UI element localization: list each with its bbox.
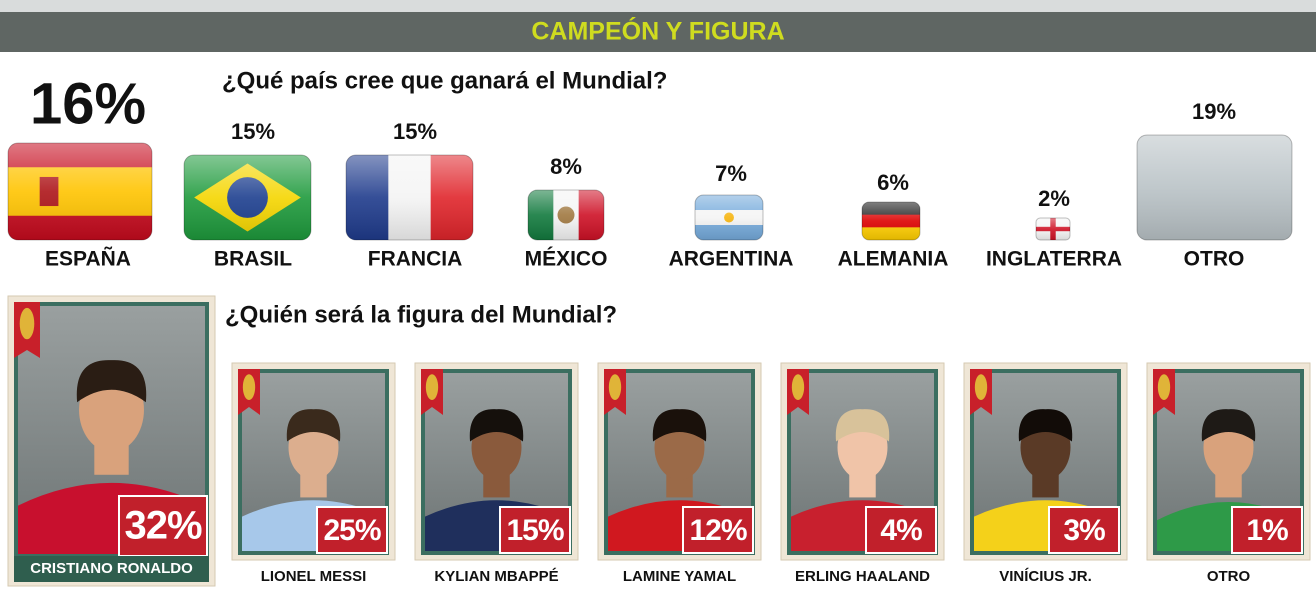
- country-percent: 6%: [877, 170, 909, 195]
- flag-gloss: [862, 202, 920, 240]
- player-name: LIONEL MESSI: [261, 568, 367, 585]
- country-percent: 19%: [1192, 99, 1236, 124]
- hair: [652, 409, 707, 442]
- flag-border: [1136, 134, 1293, 241]
- flag-border: [694, 194, 764, 241]
- player-card: 15%: [414, 362, 579, 561]
- player-percent: 25%: [323, 514, 380, 547]
- flag-gloss: [695, 195, 763, 240]
- percent-box: [682, 506, 754, 554]
- trophy: [791, 374, 805, 400]
- flag-body: [346, 155, 473, 240]
- players: 32% CRISTIANO RONALDO 25% LIONEL MESSI 15% KY…: [7, 295, 1311, 587]
- percent-box: [1231, 506, 1303, 554]
- player-percent: 32%: [124, 504, 201, 548]
- trophy: [608, 374, 622, 400]
- hair: [1201, 409, 1256, 442]
- player-question: ¿Quién será la figura del Mundial?: [225, 301, 617, 328]
- flag: [183, 154, 312, 241]
- player-percent: 4%: [880, 514, 922, 547]
- flag-body: [695, 195, 763, 240]
- flag-gloss: [184, 155, 311, 240]
- player-name: OTRO: [1207, 568, 1251, 585]
- player-percent: 1%: [1246, 514, 1288, 547]
- player-percent: 15%: [506, 514, 563, 547]
- flag-border: [1035, 217, 1071, 241]
- trophy: [19, 307, 35, 340]
- flag: [7, 142, 153, 241]
- percent-box: [1048, 506, 1120, 554]
- country-name: ESPAÑA: [45, 248, 131, 271]
- trophy: [425, 374, 439, 400]
- player-percent: 12%: [689, 514, 746, 547]
- player-percent: 3%: [1063, 514, 1105, 547]
- flag-body: [1036, 218, 1070, 240]
- player-card: 12%: [597, 362, 762, 561]
- country-name: MÉXICO: [525, 248, 608, 271]
- flag-border: [183, 154, 312, 241]
- flag-body: [862, 202, 920, 240]
- header-title: CAMPEÓN Y FIGURA: [531, 16, 784, 46]
- player-card: 4%: [780, 362, 945, 561]
- country-name: ARGENTINA: [669, 248, 794, 271]
- flag-border: [7, 142, 153, 241]
- flag-body: [528, 190, 604, 240]
- trophy: [242, 374, 256, 400]
- player-card: 25%: [231, 362, 396, 561]
- percent-box: [499, 506, 571, 554]
- player-card: 32% CRISTIANO RONALDO: [7, 295, 216, 587]
- player-name: ERLING HAALAND: [795, 568, 930, 585]
- flag: [1136, 134, 1293, 241]
- country-name: INGLATERRA: [986, 248, 1122, 271]
- country-name: ALEMANIA: [838, 248, 949, 271]
- hair: [76, 360, 147, 403]
- percent-box: [316, 506, 388, 554]
- country-name: BRASIL: [214, 248, 292, 271]
- hair: [835, 409, 890, 442]
- flag-body: [184, 155, 311, 240]
- player-card: 1%: [1146, 362, 1311, 561]
- flag-border: [861, 201, 921, 241]
- flag-border: [345, 154, 474, 241]
- percent-box: [865, 506, 937, 554]
- player-name: KYLIAN MBAPPÉ: [434, 568, 558, 585]
- player-name: CRISTIANO RONALDO: [30, 560, 193, 577]
- country-name: FRANCIA: [368, 248, 463, 271]
- player-name: LAMINE YAMAL: [623, 568, 736, 585]
- flag-body: [8, 143, 152, 240]
- trophy: [1157, 374, 1171, 400]
- name-bar: [14, 556, 209, 582]
- country-percent: 2%: [1038, 186, 1070, 211]
- country-name: OTRO: [1184, 248, 1245, 271]
- flag-gloss: [1137, 135, 1292, 240]
- header-bar: [0, 12, 1316, 52]
- flag-body: [1137, 135, 1292, 240]
- hair: [1018, 409, 1073, 442]
- country-percent: 15%: [393, 119, 437, 144]
- country-percent: 15%: [231, 119, 275, 144]
- flag-gloss: [8, 143, 152, 240]
- trophy: [974, 374, 988, 400]
- flag: [694, 194, 764, 241]
- country-percent: 7%: [715, 161, 747, 186]
- hair: [286, 409, 341, 442]
- countries: 16% ESPAÑA 15% BRASIL 15% FRANCIA 8% MÉXICO 7% AR…: [7, 71, 1293, 271]
- flag: [861, 201, 921, 241]
- flag: [345, 154, 474, 241]
- country-percent: 16%: [30, 71, 146, 136]
- country-percent: 8%: [550, 154, 582, 179]
- flag: [1035, 217, 1071, 241]
- hair: [469, 409, 524, 442]
- flag-gloss: [346, 155, 473, 240]
- flag-gloss: [1036, 218, 1070, 240]
- player-name: VINÍCIUS JR.: [999, 568, 1092, 585]
- country-question: ¿Qué país cree que ganará el Mundial?: [222, 67, 667, 94]
- flag-gloss: [528, 190, 604, 240]
- flag-border: [527, 189, 605, 241]
- flag: [527, 189, 605, 241]
- header-top: [0, 0, 1316, 12]
- player-card: 3%: [963, 362, 1128, 561]
